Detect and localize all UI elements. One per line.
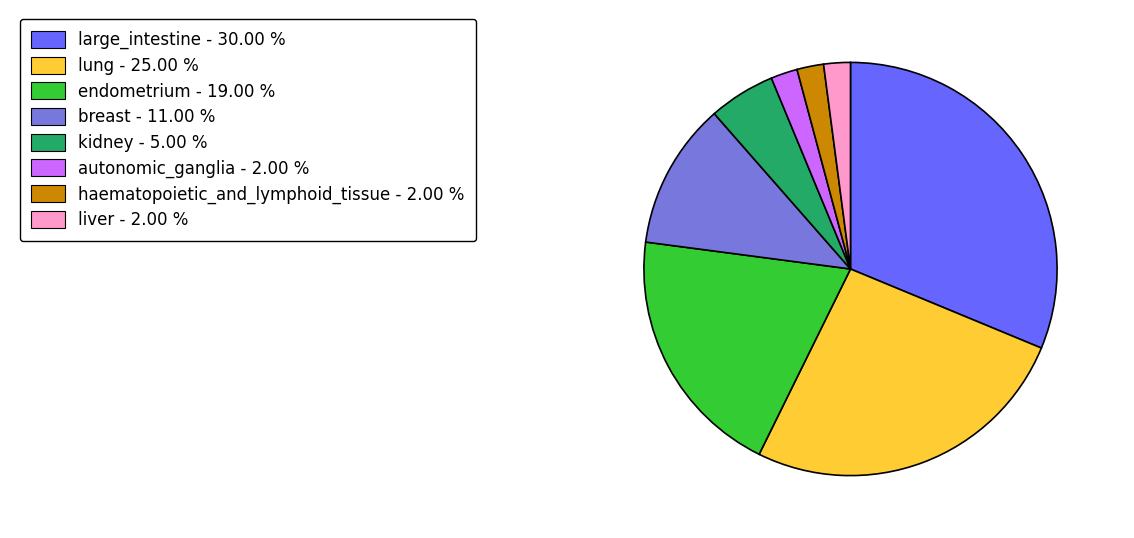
Wedge shape xyxy=(797,64,850,269)
Legend: large_intestine - 30.00 %, lung - 25.00 %, endometrium - 19.00 %, breast - 11.00: large_intestine - 30.00 %, lung - 25.00 … xyxy=(19,19,476,241)
Wedge shape xyxy=(771,69,850,269)
Wedge shape xyxy=(644,242,850,454)
Wedge shape xyxy=(645,114,850,269)
Wedge shape xyxy=(850,62,1057,348)
Wedge shape xyxy=(823,62,850,269)
Wedge shape xyxy=(714,78,850,269)
Wedge shape xyxy=(759,269,1041,476)
